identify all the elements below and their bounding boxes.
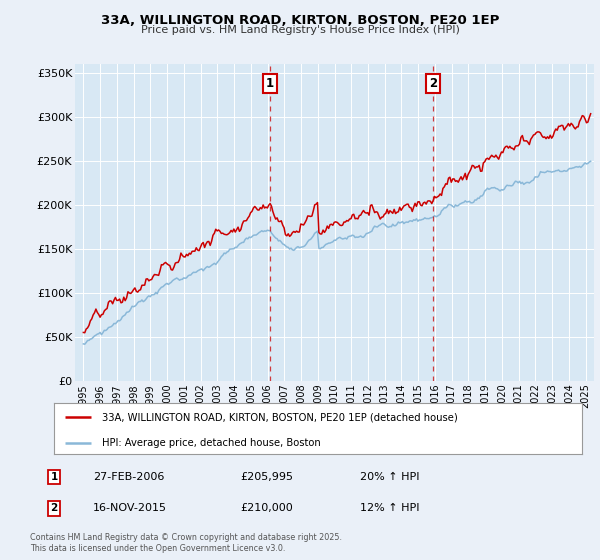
Text: 20% ↑ HPI: 20% ↑ HPI (360, 472, 419, 482)
Text: £210,000: £210,000 (240, 503, 293, 514)
Text: This data is licensed under the Open Government Licence v3.0.: This data is licensed under the Open Gov… (30, 544, 286, 553)
Text: 33A, WILLINGTON ROAD, KIRTON, BOSTON, PE20 1EP: 33A, WILLINGTON ROAD, KIRTON, BOSTON, PE… (101, 14, 499, 27)
Text: 1: 1 (266, 77, 274, 90)
Text: 27-FEB-2006: 27-FEB-2006 (93, 472, 164, 482)
Text: 1: 1 (50, 472, 58, 482)
Text: Contains HM Land Registry data © Crown copyright and database right 2025.: Contains HM Land Registry data © Crown c… (30, 533, 342, 542)
Text: £205,995: £205,995 (240, 472, 293, 482)
Text: 2: 2 (429, 77, 437, 90)
Text: 33A, WILLINGTON ROAD, KIRTON, BOSTON, PE20 1EP (detached house): 33A, WILLINGTON ROAD, KIRTON, BOSTON, PE… (101, 412, 457, 422)
Text: 2: 2 (50, 503, 58, 514)
Text: HPI: Average price, detached house, Boston: HPI: Average price, detached house, Bost… (101, 437, 320, 447)
Text: 12% ↑ HPI: 12% ↑ HPI (360, 503, 419, 514)
Text: 16-NOV-2015: 16-NOV-2015 (93, 503, 167, 514)
Text: Price paid vs. HM Land Registry's House Price Index (HPI): Price paid vs. HM Land Registry's House … (140, 25, 460, 35)
